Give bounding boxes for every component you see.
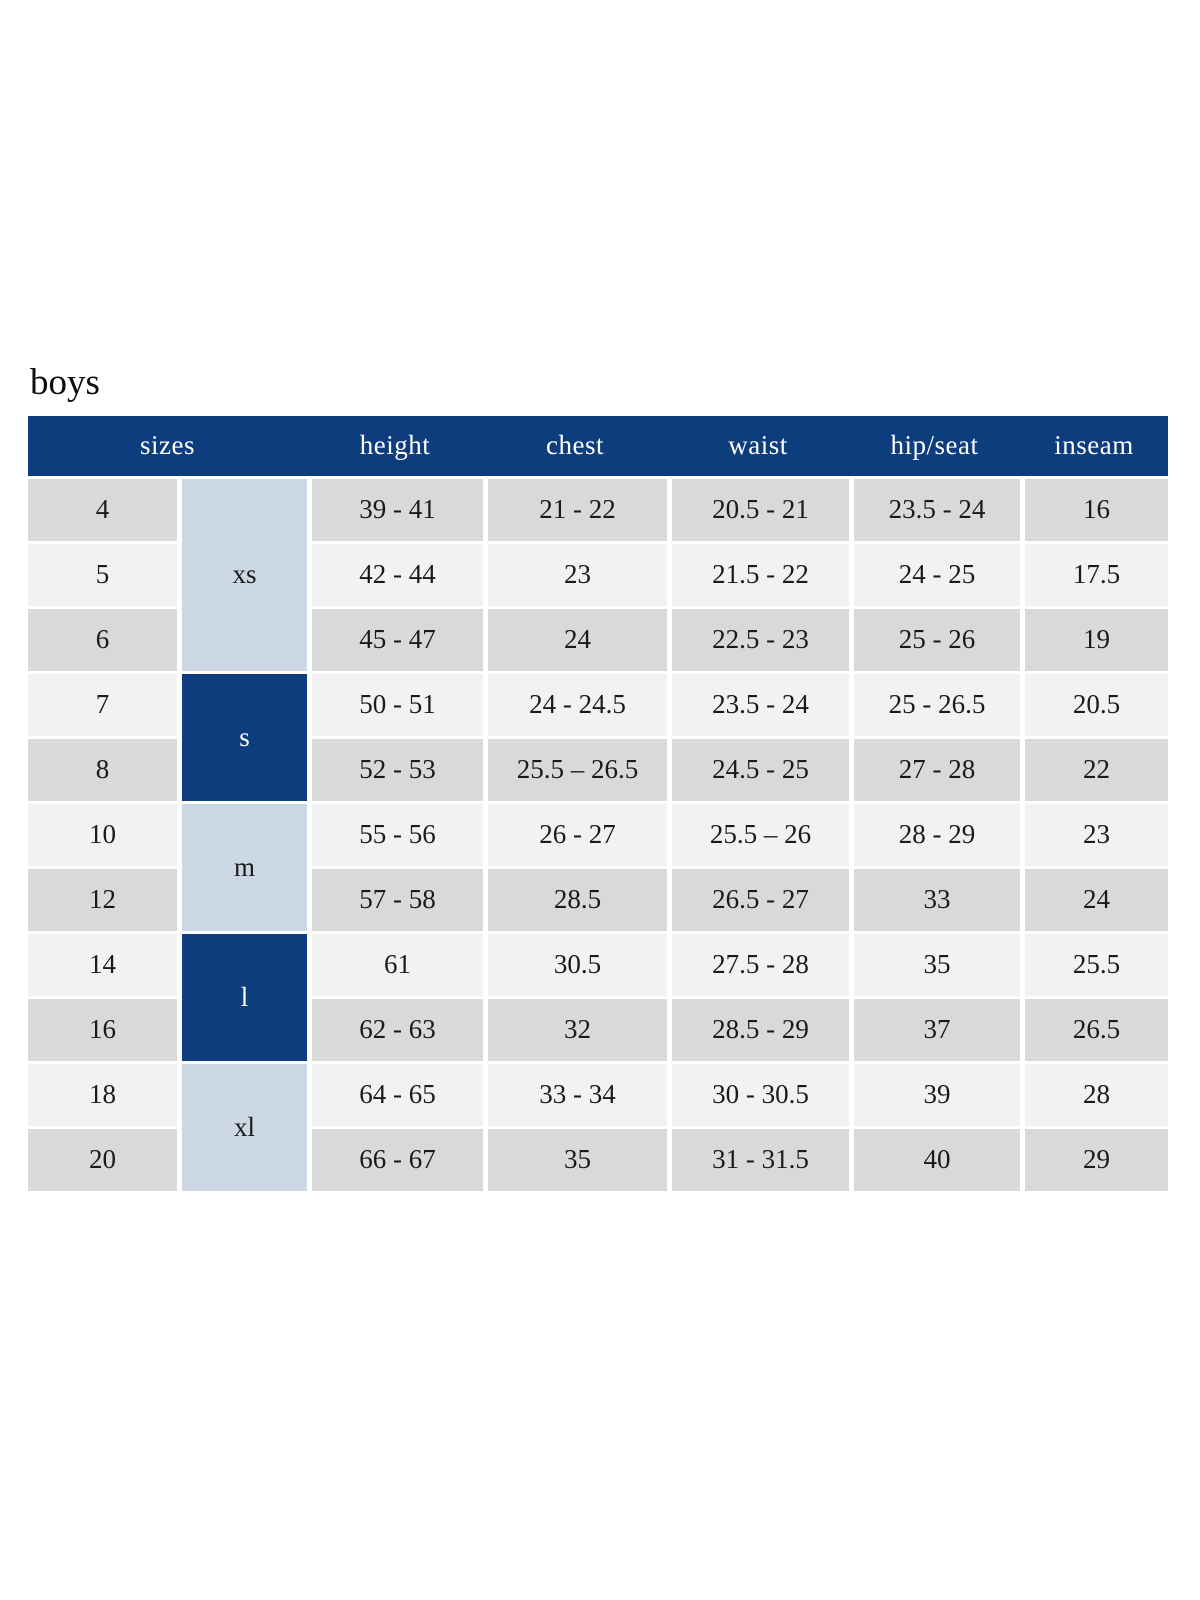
inseam-cell: 26.5 (1020, 995, 1169, 1061)
table-row: 8 52 - 53 25.5 – 26.5 24.5 - 25 27 - 28 22 (28, 735, 1169, 801)
table-row: 14 l 61 30.5 27.5 - 28 35 25.5 (28, 930, 1169, 1061)
waist-cell: 21.5 - 22 (667, 540, 850, 606)
height-cell: 39 - 41 (307, 475, 484, 541)
waist-cell: 22.5 - 23 (667, 605, 850, 671)
inseam-cell: 19 (1020, 605, 1169, 671)
hip-seat-cell: 23.5 - 24 (849, 475, 1021, 541)
hip-seat-cell: 39 (849, 1060, 1021, 1126)
table-row: 4 xs 39 - 41 21 - 22 20.5 - 21 23.5 - 24 16 (28, 475, 1169, 671)
size-letter-cell: l (177, 930, 308, 1061)
chest-cell: 24 (483, 605, 668, 671)
size-number-cell: 6 (28, 605, 177, 671)
size-number-cell: 7 (28, 670, 177, 736)
height-cell: 55 - 56 (307, 800, 484, 866)
table-body: 4 xs 39 - 41 21 - 22 20.5 - 21 23.5 - 24 16 5 42… (28, 475, 1169, 1191)
waist-cell: 28.5 - 29 (667, 995, 850, 1061)
page-title: boys (30, 362, 100, 403)
chest-cell: 21 - 22 (483, 475, 668, 541)
size-number-cell: 14 (28, 930, 177, 996)
table-row: 5 42 - 44 23 21.5 - 22 24 - 25 17.5 (28, 540, 1169, 606)
inseam-cell: 29 (1020, 1125, 1169, 1191)
inseam-cell: 24 (1020, 865, 1169, 931)
waist-cell: 24.5 - 25 (667, 735, 850, 801)
hip-seat-cell: 33 (849, 865, 1021, 931)
col-header-sizes: sizes (28, 415, 308, 476)
hip-seat-cell: 27 - 28 (849, 735, 1021, 801)
hip-seat-cell: 24 - 25 (849, 540, 1021, 606)
col-header-chest: chest (483, 415, 668, 476)
size-number-cell: 8 (28, 735, 177, 801)
size-number-cell: 18 (28, 1060, 177, 1126)
size-letter-cell: xs (177, 475, 308, 671)
hip-seat-cell: 25 - 26 (849, 605, 1021, 671)
chest-cell: 28.5 (483, 865, 668, 931)
height-cell: 42 - 44 (307, 540, 484, 606)
hip-seat-cell: 25 - 26.5 (849, 670, 1021, 736)
height-cell: 66 - 67 (307, 1125, 484, 1191)
chest-cell: 24 - 24.5 (483, 670, 668, 736)
col-header-hip-seat: hip/seat (849, 415, 1021, 476)
height-cell: 57 - 58 (307, 865, 484, 931)
height-cell: 61 (307, 930, 484, 996)
waist-cell: 25.5 – 26 (667, 800, 850, 866)
size-number-cell: 5 (28, 540, 177, 606)
col-header-height: height (307, 415, 484, 476)
height-cell: 52 - 53 (307, 735, 484, 801)
boys-size-table: sizes height chest waist hip/seat inseam… (28, 415, 1169, 1191)
chest-cell: 30.5 (483, 930, 668, 996)
chest-cell: 25.5 – 26.5 (483, 735, 668, 801)
inseam-cell: 17.5 (1020, 540, 1169, 606)
hip-seat-cell: 40 (849, 1125, 1021, 1191)
waist-cell: 23.5 - 24 (667, 670, 850, 736)
table-row: 10 m 55 - 56 26 - 27 25.5 – 26 28 - 29 23 (28, 800, 1169, 931)
header-row: sizes height chest waist hip/seat inseam (28, 415, 1169, 476)
size-letter-cell: m (177, 800, 308, 931)
table-row: 16 62 - 63 32 28.5 - 29 37 26.5 (28, 995, 1169, 1061)
col-header-waist: waist (667, 415, 850, 476)
table-row: 6 45 - 47 24 22.5 - 23 25 - 26 19 (28, 605, 1169, 671)
inseam-cell: 16 (1020, 475, 1169, 541)
waist-cell: 31 - 31.5 (667, 1125, 850, 1191)
waist-cell: 30 - 30.5 (667, 1060, 850, 1126)
size-number-cell: 12 (28, 865, 177, 931)
hip-seat-cell: 28 - 29 (849, 800, 1021, 866)
inseam-cell: 23 (1020, 800, 1169, 866)
hip-seat-cell: 37 (849, 995, 1021, 1061)
size-chart-page: boys sizes height chest waist hip/seat i… (28, 362, 1169, 1191)
waist-cell: 26.5 - 27 (667, 865, 850, 931)
size-number-cell: 20 (28, 1125, 177, 1191)
chest-cell: 33 - 34 (483, 1060, 668, 1126)
waist-cell: 27.5 - 28 (667, 930, 850, 996)
size-number-cell: 4 (28, 475, 177, 541)
chest-cell: 32 (483, 995, 668, 1061)
height-cell: 62 - 63 (307, 995, 484, 1061)
inseam-cell: 22 (1020, 735, 1169, 801)
hip-seat-cell: 35 (849, 930, 1021, 996)
col-header-inseam: inseam (1020, 415, 1169, 476)
height-cell: 64 - 65 (307, 1060, 484, 1126)
table-row: 18 xl 64 - 65 33 - 34 30 - 30.5 39 28 (28, 1060, 1169, 1191)
size-number-cell: 16 (28, 995, 177, 1061)
chest-cell: 35 (483, 1125, 668, 1191)
table-row: 7 s 50 - 51 24 - 24.5 23.5 - 24 25 - 26.5 20.5 (28, 670, 1169, 801)
inseam-cell: 20.5 (1020, 670, 1169, 736)
size-letter-cell: xl (177, 1060, 308, 1191)
inseam-cell: 25.5 (1020, 930, 1169, 996)
size-letter-cell: s (177, 670, 308, 801)
chest-cell: 23 (483, 540, 668, 606)
chest-cell: 26 - 27 (483, 800, 668, 866)
table-row: 12 57 - 58 28.5 26.5 - 27 33 24 (28, 865, 1169, 931)
height-cell: 50 - 51 (307, 670, 484, 736)
table-row: 20 66 - 67 35 31 - 31.5 40 29 (28, 1125, 1169, 1191)
size-number-cell: 10 (28, 800, 177, 866)
inseam-cell: 28 (1020, 1060, 1169, 1126)
waist-cell: 20.5 - 21 (667, 475, 850, 541)
height-cell: 45 - 47 (307, 605, 484, 671)
